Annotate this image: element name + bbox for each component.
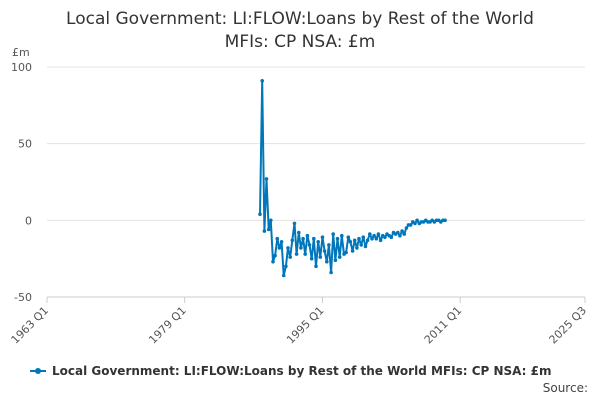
data-point[interactable] (288, 255, 293, 259)
data-point[interactable] (404, 226, 409, 230)
data-point[interactable] (400, 229, 404, 233)
data-point[interactable] (318, 255, 323, 259)
chart-title-line-1: Local Government: LI:FLOW:Loans by Rest … (66, 9, 534, 29)
data-point[interactable] (269, 218, 273, 223)
y-tick-label: 0 (25, 214, 32, 227)
data-point[interactable] (340, 233, 344, 238)
data-point[interactable] (331, 232, 336, 236)
data-point[interactable] (389, 235, 394, 239)
legend-line-marker-icon (30, 365, 46, 377)
data-point[interactable] (413, 221, 417, 226)
data-point[interactable] (281, 273, 286, 278)
x-tick-label: 1979 Q1 (146, 304, 189, 347)
data-point[interactable] (264, 177, 269, 181)
data-point[interactable] (363, 244, 368, 249)
data-point[interactable] (309, 256, 314, 261)
data-point[interactable] (266, 227, 271, 232)
y-tick-label: 100 (11, 61, 32, 74)
data-point[interactable] (294, 252, 299, 256)
data-point[interactable] (325, 259, 329, 264)
data-point[interactable] (344, 250, 348, 255)
data-point[interactable] (396, 230, 400, 235)
data-point[interactable] (372, 233, 376, 238)
data-point[interactable] (355, 246, 359, 250)
data-point[interactable] (361, 235, 366, 239)
chart-title-line-2: MFIs: CP NSA: £m (224, 32, 376, 52)
x-tick-label: 1963 Q1 (9, 304, 52, 347)
data-point[interactable] (378, 238, 383, 243)
axes: 100 50 0 -50 £m 1963 Q1 1979 Q1 1995 Q1 2011 Q1 2… (9, 46, 590, 346)
data-point[interactable] (273, 253, 277, 258)
data-point[interactable] (357, 236, 361, 241)
data-point[interactable] (374, 236, 379, 241)
data-point[interactable] (383, 235, 387, 239)
data-point[interactable] (359, 243, 364, 247)
y-axis-label: £m (12, 46, 30, 59)
data-point[interactable] (314, 264, 318, 269)
x-tick-label: 1995 Q1 (284, 304, 327, 347)
legend-label: Local Government: LI:FLOW:Loans by Rest … (52, 364, 552, 378)
x-tick-label: 2025 Q3 (547, 304, 590, 347)
series-layer (258, 79, 447, 278)
data-point[interactable] (279, 240, 284, 244)
data-point[interactable] (316, 240, 321, 244)
data-point[interactable] (271, 259, 275, 264)
data-point[interactable] (352, 238, 357, 243)
data-point[interactable] (443, 218, 447, 223)
chart-title: Local Government: LI:FLOW:Loans by Rest … (0, 8, 600, 54)
y-tick-label: -50 (14, 291, 32, 304)
data-point[interactable] (307, 243, 312, 247)
data-point[interactable] (301, 236, 305, 241)
data-point[interactable] (368, 232, 372, 236)
data-point[interactable] (275, 236, 280, 241)
data-point[interactable] (260, 79, 265, 83)
data-point[interactable] (350, 249, 355, 253)
data-point[interactable] (258, 212, 262, 216)
data-point[interactable] (305, 233, 310, 238)
data-point[interactable] (402, 232, 407, 236)
data-point[interactable] (299, 246, 303, 250)
data-point[interactable] (346, 235, 351, 239)
data-point[interactable] (320, 235, 325, 239)
data-point[interactable] (303, 252, 308, 256)
data-point[interactable] (398, 233, 402, 238)
legend[interactable]: Local Government: LI:FLOW:Loans by Rest … (30, 364, 552, 378)
data-point[interactable] (337, 255, 342, 259)
data-point[interactable] (335, 236, 340, 241)
data-point[interactable] (333, 258, 338, 263)
data-point[interactable] (365, 238, 370, 243)
x-tick-label: 2011 Q1 (422, 304, 465, 347)
data-point[interactable] (329, 270, 333, 275)
data-point[interactable] (292, 221, 297, 226)
data-point[interactable] (290, 238, 295, 243)
data-point[interactable] (284, 264, 288, 269)
data-point[interactable] (415, 218, 419, 223)
y-tick-label: 50 (18, 138, 32, 151)
source-label: Source: (542, 381, 588, 395)
data-point[interactable] (370, 236, 374, 241)
data-point[interactable] (322, 249, 327, 253)
data-point[interactable] (376, 232, 381, 236)
data-point[interactable] (297, 230, 301, 235)
data-point[interactable] (277, 246, 282, 250)
data-point[interactable] (327, 243, 331, 247)
data-point[interactable] (348, 240, 353, 244)
data-point[interactable] (312, 236, 316, 241)
data-point[interactable] (262, 229, 267, 233)
data-point[interactable] (408, 223, 413, 227)
data-point[interactable] (286, 246, 290, 250)
